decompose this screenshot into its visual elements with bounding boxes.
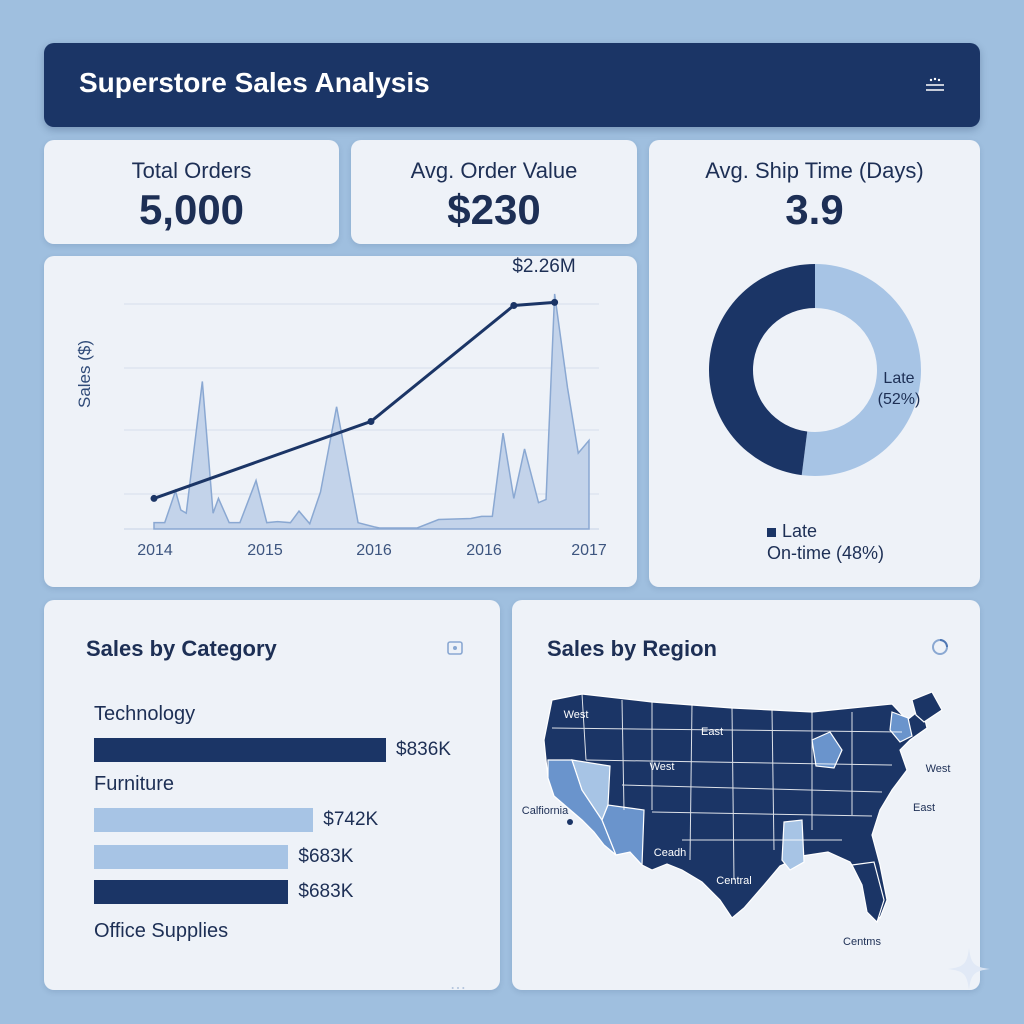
sales-trend-panel: $2.26M Sales ($) 2014 2015 2016 2016 2017 (44, 256, 637, 587)
map-label: West (926, 763, 951, 775)
donut-slice-on-time[interactable] (708, 264, 815, 476)
category-value-label: $683K (298, 881, 354, 902)
map-label: Centms (843, 936, 881, 948)
map-label: Ceadh (654, 847, 686, 859)
legend-item-late: Late (767, 520, 884, 542)
x-tick-label: 2016 (466, 542, 502, 559)
category-value-label: $683K (298, 846, 354, 867)
x-tick-label: 2016 (356, 542, 392, 559)
kpi-value: 5,000 (138, 186, 245, 233)
category-bar[interactable] (94, 880, 289, 904)
kpi-value: $230 (447, 186, 541, 233)
legend-item-ontime: On-time (48%) (767, 543, 885, 563)
map-region-michigan[interactable] (811, 731, 843, 769)
legend-label: Late (782, 521, 818, 541)
legend-swatch (767, 528, 776, 537)
map-label: East (701, 726, 723, 738)
map-label: West (650, 761, 675, 773)
cumulative-sales-line (153, 300, 555, 500)
chart-annotation: $2.26M (512, 256, 575, 277)
panel-title: Sales by Category (86, 636, 277, 661)
donut-slice-label: Late (883, 370, 914, 387)
category-panel: Sales by Category Technology Furniture O… (44, 600, 500, 990)
x-tick-label: 2015 (247, 542, 283, 559)
panel-title: Sales by Region (547, 636, 717, 661)
category-bar[interactable] (94, 808, 314, 832)
shipment-status-donut: Late (52%) (708, 264, 921, 476)
donut-legend: Late On-time (48%) (767, 520, 884, 564)
map-label: Central (716, 875, 751, 887)
cumulative-point[interactable] (510, 302, 518, 310)
ship-time-panel: Avg. Ship Time (Days) 3.9 Late (52%) Lat… (649, 140, 980, 587)
category-value-label: $742K (323, 809, 379, 830)
menu-icon[interactable] (920, 72, 950, 100)
category-bar[interactable] (94, 738, 386, 762)
sales-line-chart: $2.26M Sales ($) 2014 2015 2016 2016 2017 (75, 256, 607, 559)
map-region-maine[interactable] (911, 691, 943, 723)
map-label: Calfiornia (522, 805, 569, 817)
map-label: East (913, 802, 935, 814)
kpi-label: Avg. Ship Time (Days) (705, 158, 924, 183)
category-label: Office Supplies (94, 920, 229, 942)
cumulative-point[interactable] (150, 494, 158, 502)
watermark-glyph: ⋯ (450, 980, 466, 997)
refresh-icon[interactable] (929, 636, 951, 658)
monthly-sales-area (153, 293, 590, 530)
category-label: Technology (94, 703, 196, 725)
expand-icon[interactable] (444, 637, 466, 659)
x-tick-label: 2014 (137, 542, 173, 559)
dashboard-title: Superstore Sales Analysis (79, 67, 430, 98)
sparkle-icon (944, 944, 994, 999)
region-panel: Sales by Region West East West Ceadh (512, 600, 980, 990)
category-bar[interactable] (94, 845, 289, 869)
category-label: Furniture (94, 773, 175, 795)
donut-slice-percent: (52%) (878, 391, 921, 408)
kpi-total-orders: Total Orders 5,000 (44, 140, 339, 244)
category-value-label: $836K (396, 739, 451, 760)
map-marker[interactable] (567, 819, 573, 825)
map-region-northeast[interactable] (889, 711, 913, 743)
map-region-mississippi[interactable] (781, 819, 805, 871)
kpi-label: Total Orders (131, 158, 252, 183)
dashboard-header: Superstore Sales Analysis (44, 43, 980, 127)
cumulative-point[interactable] (551, 298, 559, 306)
kpi-avg-order-value: Avg. Order Value $230 (351, 140, 637, 244)
kpi-value: 3.9 (785, 186, 844, 233)
us-region-map: West East West Ceadh Central Calfiornia … (522, 691, 951, 948)
y-axis-label: Sales ($) (75, 340, 94, 408)
kpi-label: Avg. Order Value (410, 158, 578, 183)
x-tick-label: 2017 (571, 542, 607, 559)
map-region-arizona[interactable] (601, 804, 645, 867)
map-label: West (564, 709, 589, 721)
cumulative-point[interactable] (367, 417, 375, 425)
map-region-florida[interactable] (851, 861, 885, 924)
donut-slice-late[interactable] (801, 264, 921, 476)
